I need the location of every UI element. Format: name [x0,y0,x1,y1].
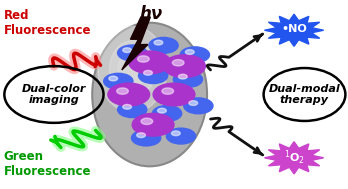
Circle shape [132,113,174,136]
Circle shape [109,76,118,81]
Ellipse shape [98,26,167,112]
Circle shape [172,131,180,136]
Circle shape [144,70,152,75]
Circle shape [129,51,171,74]
Circle shape [108,83,150,106]
Circle shape [149,37,178,53]
Circle shape [123,48,132,53]
Polygon shape [264,14,324,46]
Text: $^1$O$_2$: $^1$O$_2$ [284,149,304,167]
Circle shape [164,55,205,77]
Circle shape [139,68,168,84]
Circle shape [137,133,145,138]
Circle shape [180,47,209,63]
Circle shape [173,71,203,87]
Circle shape [172,60,184,66]
Circle shape [185,50,194,54]
Circle shape [132,130,161,146]
Circle shape [179,74,187,79]
Text: Dual-modal
therapy: Dual-modal therapy [269,84,340,105]
Polygon shape [122,17,150,70]
Polygon shape [264,142,324,174]
Circle shape [152,105,182,121]
Circle shape [162,88,174,94]
Text: hν: hν [140,5,163,23]
Text: Red
Fluorescence: Red Fluorescence [3,9,91,37]
Circle shape [118,45,147,61]
Circle shape [153,83,195,106]
Circle shape [154,40,163,45]
Circle shape [117,88,128,94]
Ellipse shape [110,41,155,98]
Ellipse shape [118,51,147,87]
Circle shape [189,101,198,105]
Circle shape [123,105,132,109]
Circle shape [141,118,153,125]
Text: •NO: •NO [281,24,307,34]
Circle shape [166,128,196,144]
Ellipse shape [92,23,207,166]
Circle shape [118,102,147,118]
Circle shape [104,73,133,89]
Circle shape [184,98,213,114]
Text: Green
Fluorescence: Green Fluorescence [3,150,91,178]
Text: Dual-color
imaging: Dual-color imaging [22,84,86,105]
Circle shape [158,108,166,113]
Circle shape [137,56,149,62]
